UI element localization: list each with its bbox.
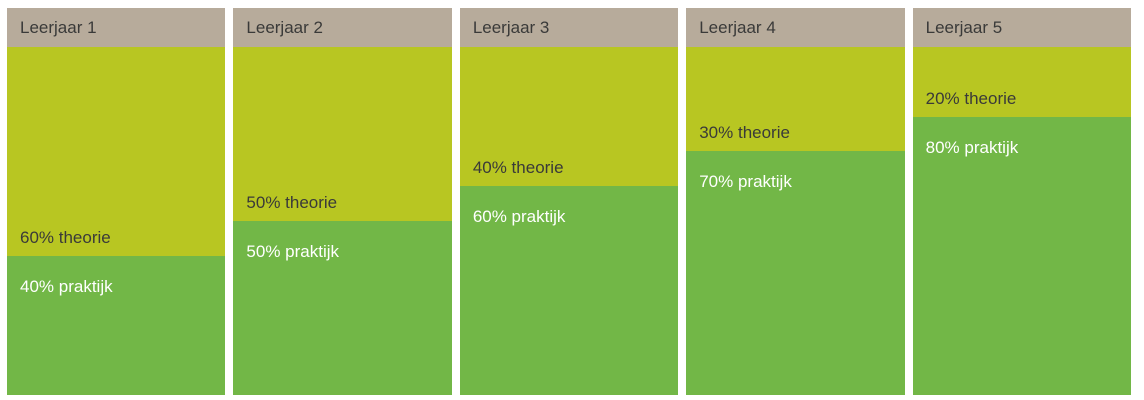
- theorie-label: 30% theorie: [699, 123, 790, 143]
- praktijk-segment: 50% praktijk: [233, 221, 452, 395]
- praktijk-segment: 70% praktijk: [686, 151, 905, 395]
- theorie-segment: 20% theorie: [912, 47, 1132, 117]
- column-leerjaar-4: Leerjaar 4 30% theorie 70% praktijk: [686, 8, 905, 395]
- column-leerjaar-5: Leerjaar 5 20% theorie 80% praktijk: [912, 8, 1132, 395]
- theorie-label: 20% theorie: [925, 88, 1017, 108]
- praktijk-label: 70% praktijk: [699, 172, 792, 192]
- column-body: 30% theorie 70% praktijk: [686, 47, 905, 395]
- column-header: Leerjaar 3: [459, 8, 679, 47]
- column-body: 60% theorie 40% praktijk: [7, 47, 226, 395]
- column-header: Leerjaar 5: [912, 8, 1132, 47]
- praktijk-segment: 40% praktijk: [7, 255, 226, 395]
- theorie-label: 40% theorie: [472, 158, 564, 178]
- column-body: 40% theorie 60% praktijk: [459, 47, 679, 395]
- theorie-segment: 50% theorie: [233, 47, 452, 221]
- praktijk-label: 40% praktijk: [20, 276, 113, 296]
- column-leerjaar-3: Leerjaar 3 40% theorie 60% praktijk: [459, 8, 679, 395]
- theorie-segment: 60% theorie: [7, 47, 226, 256]
- praktijk-segment: 60% praktijk: [459, 186, 679, 395]
- column-body: 20% theorie 80% praktijk: [912, 47, 1132, 395]
- praktijk-segment: 80% praktijk: [912, 116, 1132, 395]
- column-header: Leerjaar 4: [686, 8, 905, 47]
- theorie-segment: 30% theorie: [686, 47, 905, 152]
- theorie-segment: 40% theorie: [459, 47, 679, 187]
- praktijk-label: 50% praktijk: [246, 242, 340, 261]
- column-body: 50% theorie 50% praktijk: [233, 47, 452, 395]
- column-header: Leerjaar 1: [7, 8, 226, 47]
- theorie-label: 50% theorie: [246, 193, 338, 212]
- column-leerjaar-1: Leerjaar 1 60% theorie 40% praktijk: [7, 8, 226, 395]
- praktijk-label: 60% praktijk: [472, 207, 566, 227]
- theorie-label: 60% theorie: [20, 227, 111, 247]
- praktijk-label: 80% praktijk: [925, 137, 1019, 157]
- leerjaar-theorie-praktijk-chart: Leerjaar 1 60% theorie 40% praktijk Leer…: [7, 8, 1132, 395]
- column-header: Leerjaar 2: [233, 8, 452, 47]
- column-leerjaar-2: Leerjaar 2 50% theorie 50% praktijk: [233, 8, 452, 395]
